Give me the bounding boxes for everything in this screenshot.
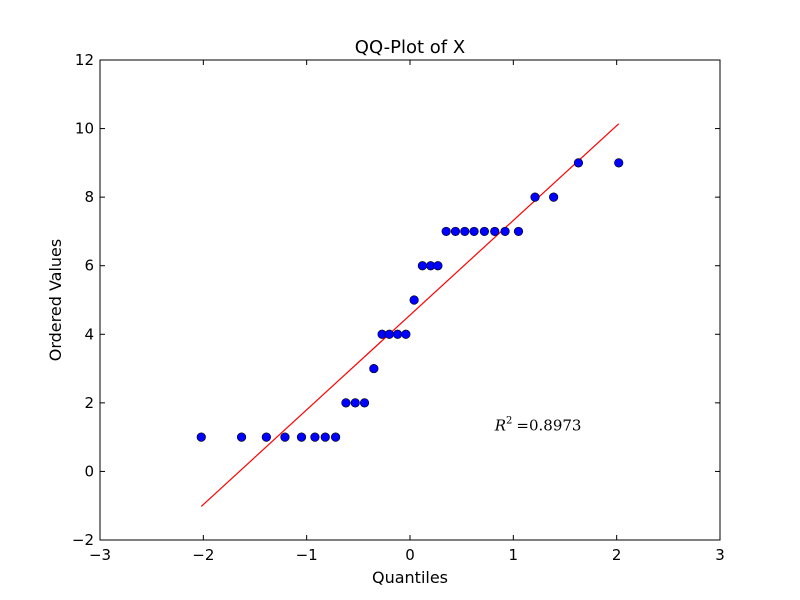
annotation-value: =0.8973 bbox=[516, 416, 581, 434]
x-tick-label: 1 bbox=[509, 546, 519, 564]
x-axis-label: Quantiles bbox=[372, 568, 448, 587]
chart-title: QQ-Plot of X bbox=[355, 37, 465, 58]
data-point bbox=[350, 398, 360, 408]
fit-line bbox=[200, 123, 620, 507]
x-tick-label: 2 bbox=[612, 546, 622, 564]
plot-area bbox=[196, 123, 624, 507]
data-point bbox=[393, 329, 403, 339]
data-point bbox=[460, 226, 470, 237]
data-point bbox=[384, 329, 394, 339]
x-tick-label: −2 bbox=[192, 546, 214, 564]
data-point bbox=[310, 432, 320, 442]
data-point bbox=[479, 226, 490, 237]
data-point bbox=[549, 192, 559, 202]
x-tick-label: −1 bbox=[296, 546, 318, 564]
r-squared-annotation: R2 =0.8973 bbox=[494, 415, 582, 434]
y-tick-label: 12 bbox=[75, 51, 94, 69]
data-point bbox=[359, 398, 370, 408]
data-point bbox=[196, 432, 206, 442]
y-tick-label: 0 bbox=[84, 462, 94, 480]
data-point bbox=[441, 226, 451, 237]
y-tick-label: 2 bbox=[84, 394, 94, 412]
data-point bbox=[261, 432, 271, 442]
x-tick-label: 0 bbox=[405, 546, 415, 564]
annotation-base: R bbox=[494, 416, 506, 434]
data-point bbox=[513, 226, 524, 237]
y-tick-label: 10 bbox=[75, 120, 94, 138]
data-point bbox=[296, 432, 307, 442]
data-point bbox=[433, 261, 443, 271]
data-point bbox=[236, 432, 247, 442]
data-point bbox=[614, 158, 624, 168]
y-tick-label: −2 bbox=[72, 531, 94, 549]
data-point bbox=[280, 432, 290, 442]
x-tick-label: −3 bbox=[89, 546, 111, 564]
data-point bbox=[369, 363, 379, 374]
y-axis-label: Ordered Values bbox=[46, 239, 65, 361]
y-tick-label: 8 bbox=[84, 188, 94, 206]
data-point bbox=[500, 226, 510, 237]
data-point bbox=[409, 295, 419, 305]
annotation-sup: 2 bbox=[506, 415, 512, 426]
data-point bbox=[450, 226, 461, 237]
data-point bbox=[573, 158, 584, 168]
data-point bbox=[320, 432, 330, 442]
data-point bbox=[331, 432, 341, 442]
data-point bbox=[401, 329, 411, 339]
data-point bbox=[530, 192, 540, 202]
data-point bbox=[417, 261, 428, 271]
y-tick-label: 4 bbox=[84, 325, 94, 343]
x-tick-label: 3 bbox=[715, 546, 725, 564]
data-point bbox=[341, 398, 351, 408]
y-tick-label: 6 bbox=[84, 257, 94, 275]
data-point bbox=[469, 226, 479, 237]
data-point bbox=[490, 226, 500, 237]
